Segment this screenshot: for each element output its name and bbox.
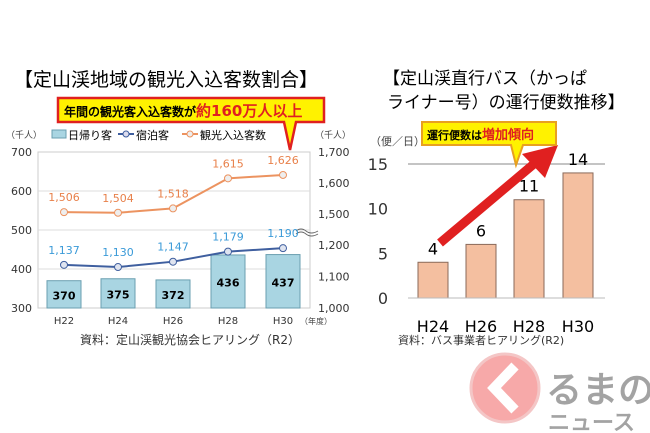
data-label: 1,190 xyxy=(267,227,299,240)
x-tick-label: H28 xyxy=(513,317,545,336)
x-tick-label: H26 xyxy=(465,317,497,336)
right-chart-title-line1: 【定山渓直行バス（かっぱ xyxy=(383,69,587,89)
legend-stay: 宿泊客 xyxy=(136,128,169,142)
svg-text:運行便数は増加傾向: 運行便数は増加傾向 xyxy=(427,127,534,143)
bar-daytrip xyxy=(265,254,301,309)
x-tick-label: H30 xyxy=(562,317,594,336)
bar xyxy=(465,243,497,299)
y-tick-label: 0 xyxy=(378,289,388,308)
left-tick-label: 700 xyxy=(11,146,32,159)
data-label: 1,615 xyxy=(212,157,244,170)
data-label: 1,626 xyxy=(267,154,299,167)
x-tick-label: H24 xyxy=(417,317,449,336)
right-callout: 運行便数は増加傾向 xyxy=(421,121,557,169)
svg-text:るまの: るまの xyxy=(546,370,650,411)
legend-bar-swatch xyxy=(51,129,67,139)
data-label: 1,179 xyxy=(212,231,244,244)
bar xyxy=(417,261,449,299)
right-tick-label: 1,100 xyxy=(318,271,350,284)
left-tick-label: 500 xyxy=(11,224,32,237)
data-label: 1,518 xyxy=(157,187,189,200)
bar-daytrip xyxy=(46,280,82,309)
left-tick-label: 600 xyxy=(11,185,32,198)
data-point xyxy=(60,208,68,217)
data-label: 1,504 xyxy=(102,192,134,205)
svg-text:ニュース: ニュース xyxy=(548,411,635,433)
left-callout-highlight: 約160万人以上 xyxy=(196,102,302,120)
kurumano-news-logo: るまの ニュース xyxy=(469,352,650,433)
bar-label: 437 xyxy=(272,276,295,289)
left-source: 資料：定山渓観光協会ヒアリング（R2） xyxy=(80,332,300,347)
right-tick-label: 1,700 xyxy=(318,146,350,159)
bar-label: 14 xyxy=(568,150,588,169)
x-tick-label: H28 xyxy=(218,316,238,327)
data-label: 1,130 xyxy=(102,246,134,259)
bar-label: 436 xyxy=(217,276,240,289)
x-tick-label: H24 xyxy=(108,316,128,327)
bar xyxy=(513,199,545,299)
legend: 日帰り客 宿泊客 観光入込客数 xyxy=(51,128,266,142)
bar-label: 4 xyxy=(428,239,438,258)
right-source: 資料：バス事業者ヒアリング(R2) xyxy=(398,333,564,347)
data-point xyxy=(224,174,232,183)
right-tick-label: 1,200 xyxy=(318,239,350,252)
data-point xyxy=(169,204,177,213)
right-axis-unit: （千人） xyxy=(315,130,351,141)
bar-label: 370 xyxy=(53,289,76,302)
right-tick-label: 1,600 xyxy=(318,177,350,190)
data-point xyxy=(114,208,122,217)
x-tick-label: H22 xyxy=(54,316,74,327)
left-chart-title: 【定山渓地域の観光入込客数割合】 xyxy=(14,69,318,91)
data-label: 1,147 xyxy=(157,241,189,254)
bar-daytrip xyxy=(100,278,136,309)
y-tick-label: 5 xyxy=(378,244,388,263)
data-point xyxy=(279,244,287,253)
right-tick-label: 1,500 xyxy=(318,208,350,221)
left-callout-text: 年間の観光客入込客数が xyxy=(64,104,196,119)
right-chart-title-line2: ライナー号）の運行便数推移】 xyxy=(387,93,625,113)
bar-daytrip xyxy=(210,254,246,309)
left-tick-label: 300 xyxy=(11,302,32,315)
legend-daytrip: 日帰り客 xyxy=(68,128,112,142)
data-label: 1,506 xyxy=(48,191,80,204)
legend-total: 観光入込客数 xyxy=(200,128,266,142)
data-point xyxy=(114,263,122,272)
right-callout-text: 運行便数は xyxy=(427,128,482,142)
data-label: 1,137 xyxy=(48,244,80,257)
year-unit: （年度） xyxy=(300,316,332,326)
bar xyxy=(562,172,594,299)
bar-label: 375 xyxy=(107,288,130,301)
data-point xyxy=(60,260,68,269)
right-axis-unit-label: （便／日） xyxy=(370,135,425,148)
right-tick-label: 1,000 xyxy=(318,302,350,315)
y-tick-label: 15 xyxy=(368,155,388,174)
svg-text:年間の観光客入込客数が約160万人以上: 年間の観光客入込客数が約160万人以上 xyxy=(64,102,302,120)
bar-label: 11 xyxy=(519,177,539,196)
bar-label: 6 xyxy=(476,221,486,240)
right-callout-highlight: 増加傾向 xyxy=(482,127,534,143)
increase-arrow xyxy=(437,145,558,247)
left-callout: 年間の観光客入込客数が約160万人以上 xyxy=(56,96,326,151)
x-tick-label: H26 xyxy=(163,316,183,327)
data-point xyxy=(279,170,287,179)
bar-daytrip xyxy=(155,279,191,309)
bar-label: 372 xyxy=(162,289,185,302)
axis-break-icon xyxy=(295,228,319,237)
data-point xyxy=(169,257,177,266)
left-axis-unit: （千人） xyxy=(6,130,42,141)
x-tick-label: H30 xyxy=(273,316,293,327)
left-tick-label: 400 xyxy=(11,263,32,276)
data-point xyxy=(224,247,232,256)
y-tick-label: 10 xyxy=(368,200,388,219)
